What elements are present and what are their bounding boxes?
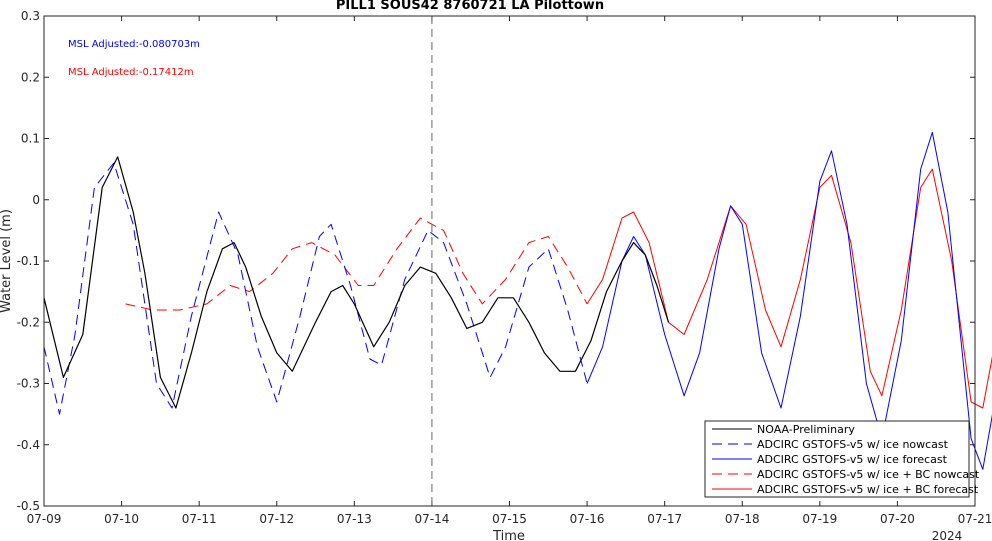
- legend-item-label: ADCIRC GSTOFS-v5 w/ ice + BC nowcast: [757, 468, 980, 481]
- x-axis-label: Time: [492, 529, 525, 541]
- chart-title: PILL1 SOUS42 8760721 LA Pilottown: [336, 0, 604, 13]
- y-tick-label: -0.3: [17, 377, 40, 391]
- legend: NOAA-Preliminary ADCIRC GSTOFS-v5 w/ ice …: [704, 420, 980, 498]
- msl-annotation-red: MSL Adjusted:-0.17412m: [68, 67, 194, 78]
- msl-annotation-blue: MSL Adjusted:-0.080703m: [68, 39, 200, 50]
- year-label: 2024: [932, 529, 963, 541]
- x-tick-label: 07-13: [337, 512, 372, 526]
- x-tick-label: 07-19: [802, 512, 837, 526]
- y-tick-labels: -0.5 -0.4 -0.3 -0.2 -0.1 0 0.1 0.2 0.3: [17, 9, 40, 513]
- x-tick-label: 07-11: [182, 512, 217, 526]
- legend-item-label: ADCIRC GSTOFS-v5 w/ ice + BC forecast: [757, 483, 979, 496]
- series-line-2: [586, 131, 992, 470]
- y-tick-label: -0.4: [17, 438, 40, 452]
- x-tick-label: 07-12: [259, 512, 294, 526]
- y-tick-label: -0.2: [17, 315, 40, 329]
- x-tick-label: 07-15: [492, 512, 527, 526]
- series-line-3: [125, 217, 588, 311]
- y-tick-label: -0.1: [17, 254, 40, 268]
- x-tick-label: 07-16: [570, 512, 605, 526]
- y-tick-label: -0.5: [17, 499, 40, 513]
- x-tick-label: 07-14: [414, 512, 449, 526]
- series-line-0: [43, 156, 670, 409]
- legend-item-label: ADCIRC GSTOFS-v5 w/ ice forecast: [757, 453, 948, 466]
- y-tick-label: 0.2: [21, 70, 40, 84]
- x-tick-label: 07-17: [647, 512, 682, 526]
- y-tick-label: 0: [32, 193, 40, 207]
- y-axis-label: Water Level (m): [0, 209, 14, 313]
- plot-frame: [43, 15, 976, 507]
- x-tick-label: 07-10: [104, 512, 139, 526]
- legend-item-label: NOAA-Preliminary: [757, 423, 855, 436]
- series-layer: [43, 131, 992, 470]
- legend-item-label: ADCIRC GSTOFS-v5 w/ ice nowcast: [757, 438, 949, 451]
- y-tick-label: 0.3: [21, 9, 40, 23]
- x-tick-label: 07-18: [725, 512, 760, 526]
- y-tick-label: 0.1: [21, 132, 40, 146]
- x-tick-label: 07-21: [958, 512, 992, 526]
- x-tick-labels: 07-09 07-10 07-11 07-12 07-13 07-14 07-15 07-16…: [27, 512, 992, 526]
- series-line-1: [43, 162, 588, 415]
- series-line-4: [586, 168, 992, 409]
- x-tick-label: 07-20: [880, 512, 915, 526]
- x-tick-label: 07-09: [27, 512, 62, 526]
